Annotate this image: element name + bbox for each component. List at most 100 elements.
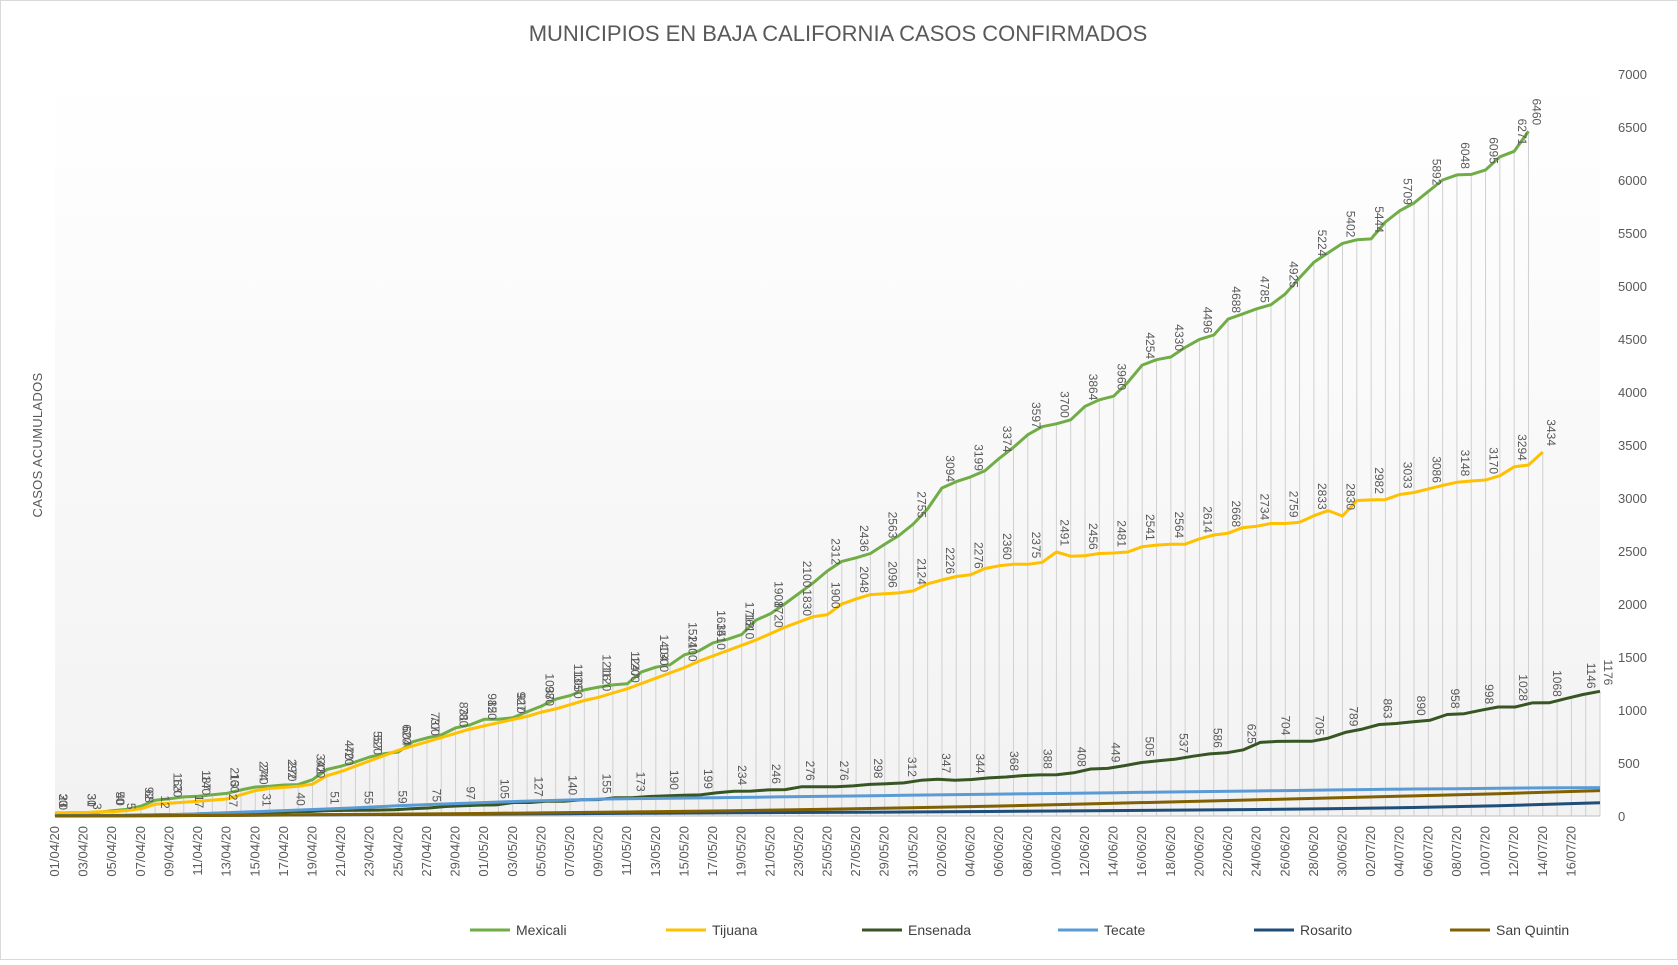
x-tick-label: 24/06/20	[1249, 826, 1264, 877]
y-tick-label: 3500	[1618, 438, 1647, 453]
x-tick-label: 13/05/20	[648, 826, 663, 877]
y-axis-title: CASOS ACUMULADOS	[30, 373, 45, 518]
data-label: 2830	[1344, 483, 1358, 510]
data-label: 0	[56, 803, 70, 810]
data-label: 120	[170, 777, 184, 797]
data-label: 3094	[943, 455, 957, 482]
data-label: 75	[430, 789, 444, 803]
data-label: 312	[905, 757, 919, 777]
data-label: 240	[256, 765, 270, 785]
legend-label: Ensenada	[908, 922, 971, 938]
x-tick-label: 07/05/20	[562, 826, 577, 877]
data-label: 2312	[829, 538, 843, 565]
legend-label: San Quintin	[1496, 922, 1569, 938]
data-label: 620	[399, 724, 413, 744]
x-tick-label: 03/04/20	[76, 826, 91, 877]
data-label: 3434	[1544, 419, 1558, 446]
data-label: 40	[294, 792, 308, 806]
x-tick-label: 27/04/20	[419, 826, 434, 877]
data-label: 40	[113, 792, 127, 806]
x-tick-label: 13/04/20	[219, 826, 234, 877]
x-tick-label: 02/07/20	[1363, 826, 1378, 877]
x-tick-label: 31/05/20	[905, 826, 920, 877]
drop-lines	[54, 131, 1601, 816]
data-label: 2096	[886, 561, 900, 588]
data-label: 6048	[1458, 142, 1472, 169]
data-label: 27	[226, 794, 240, 808]
data-label: 190	[667, 770, 681, 790]
data-label: 980	[542, 686, 556, 706]
x-tick-label: 15/05/20	[676, 826, 691, 877]
data-label: 3199	[972, 444, 986, 471]
x-tick-label: 27/05/20	[848, 826, 863, 877]
data-label: 1510	[714, 623, 728, 650]
y-tick-label: 5500	[1618, 226, 1647, 241]
data-label: 2375	[1029, 532, 1043, 559]
y-tick-label: 6000	[1618, 173, 1647, 188]
data-label: 342	[314, 754, 328, 774]
x-tick-label: 22/06/20	[1220, 826, 1235, 877]
data-label: 557	[371, 731, 385, 751]
data-label: 246	[769, 764, 783, 784]
x-tick-label: 01/05/20	[476, 826, 491, 877]
data-label: 163	[170, 773, 184, 793]
series-line-mexicali	[54, 130, 1530, 816]
data-label: 1146	[1584, 663, 1598, 689]
x-tick-label: 19/05/20	[734, 826, 749, 877]
legend-label: Tijuana	[712, 922, 758, 938]
data-label: 298	[871, 758, 885, 778]
data-label: 1908	[771, 581, 785, 608]
axes: 0500100015002000250030003500400045005000…	[47, 67, 1647, 877]
x-tick-label: 10/07/20	[1478, 826, 1493, 877]
data-label: 6460	[1530, 98, 1544, 125]
data-label: 127	[531, 776, 545, 796]
data-label: 705	[1312, 715, 1326, 735]
data-label: 5402	[1344, 211, 1358, 238]
x-tick-label: 09/04/20	[161, 826, 176, 877]
data-label: 50	[113, 791, 127, 805]
data-label: 4330	[1172, 324, 1186, 351]
x-tick-label: 11/05/20	[619, 826, 634, 876]
x-tick-label: 07/04/20	[133, 826, 148, 877]
x-tick-label: 05/04/20	[104, 826, 119, 877]
y-tick-label: 1000	[1618, 703, 1647, 718]
legend-label: Mexicali	[516, 922, 567, 938]
data-label: 4688	[1229, 286, 1243, 313]
chart-title: MUNICIPIOS EN BAJA CALIFORNIA CASOS CONF…	[529, 21, 1148, 46]
x-tick-label: 17/05/20	[705, 826, 720, 877]
x-tick-label: 09/05/20	[591, 826, 606, 877]
data-label: 347	[939, 753, 953, 773]
x-tick-label: 26/06/20	[1277, 826, 1292, 877]
x-tick-label: 01/04/20	[47, 826, 62, 877]
data-label: 105	[497, 779, 511, 799]
data-label: 3148	[1458, 450, 1472, 477]
y-tick-label: 2000	[1618, 597, 1647, 612]
data-label: 1712	[743, 602, 757, 629]
data-label: 1404	[657, 634, 671, 661]
data-label: 1521	[685, 622, 699, 649]
data-label: 3960	[1115, 363, 1129, 390]
x-tick-label: 05/05/20	[533, 826, 548, 877]
data-label: 2124	[914, 558, 928, 585]
x-tick-label: 15/04/20	[247, 826, 262, 877]
data-label: 2734	[1258, 493, 1272, 520]
data-label: 276	[803, 761, 817, 781]
data-label: 2614	[1200, 506, 1214, 533]
data-label: 1610	[743, 613, 757, 640]
data-label: 1176	[1601, 659, 1615, 685]
data-label: 274	[256, 761, 270, 781]
data-label: 789	[1346, 706, 1360, 726]
data-label: 2360	[1000, 533, 1014, 560]
data-label: 3597	[1029, 402, 1043, 429]
x-tick-label: 08/07/20	[1449, 826, 1464, 877]
data-label: 292	[285, 759, 299, 779]
data-label: 2563	[886, 512, 900, 539]
data-label: 97	[464, 786, 478, 800]
data-label: 17	[192, 795, 206, 809]
data-label: 863	[1380, 698, 1394, 718]
x-tick-label: 19/04/20	[305, 826, 320, 877]
legend: Mexicali Tijuana Ensenada Tecate Rosarito San…	[470, 922, 1569, 938]
x-tick-label: 21/04/20	[333, 826, 348, 877]
data-label: 998	[1482, 684, 1496, 704]
x-tick-label: 11/04/20	[190, 826, 205, 876]
